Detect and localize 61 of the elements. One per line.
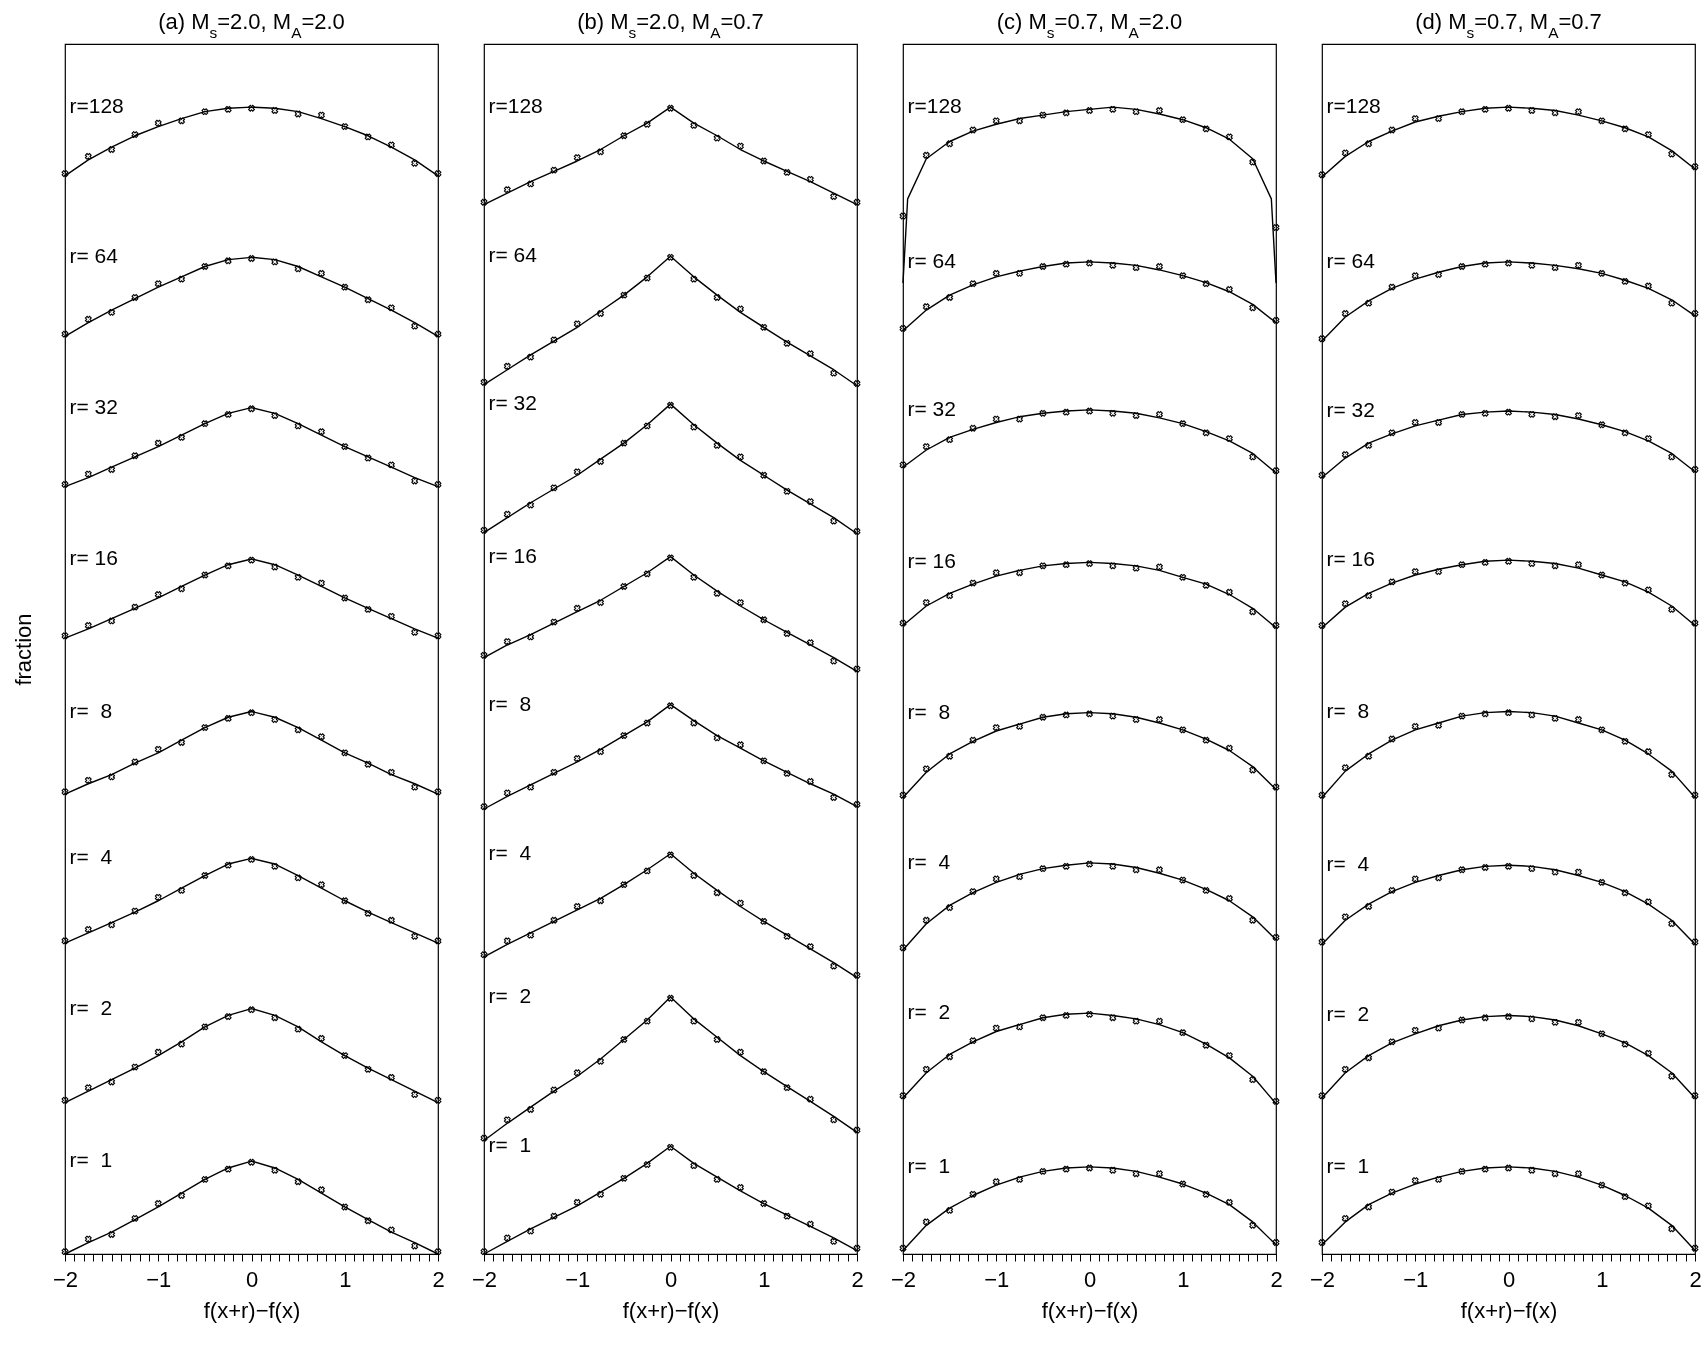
x-axis-title: f(x+r)−f(x) <box>1460 1297 1558 1323</box>
y-axis-title: fraction <box>10 613 36 686</box>
annotation: r= 2 <box>488 984 532 1008</box>
annotation: r= 8 <box>907 699 951 723</box>
annotation: r= 2 <box>1326 1002 1370 1026</box>
annotation: r= 32 <box>1326 398 1375 422</box>
x-tick-label: −1 <box>1403 1266 1429 1292</box>
x-tick-label: 0 <box>664 1266 678 1292</box>
x-tick-label: −2 <box>890 1266 917 1292</box>
x-tick-label: 1 <box>758 1266 771 1292</box>
annotation: r= 64 <box>1326 248 1376 272</box>
x-tick-label: 2 <box>432 1266 445 1292</box>
x-tick-label: 0 <box>245 1266 259 1292</box>
x-tick-label: 1 <box>339 1266 352 1292</box>
x-tick-label: −1 <box>984 1266 1010 1292</box>
x-tick-label: −2 <box>471 1266 498 1292</box>
annotation: r= 1 <box>907 1153 951 1177</box>
annotation: r= 32 <box>907 396 956 420</box>
annotation: r= 4 <box>488 840 532 864</box>
annotation: r= 64 <box>69 244 119 268</box>
annotation: r= 16 <box>488 543 537 567</box>
annotation: r= 1 <box>488 1133 532 1157</box>
annotation: r= 32 <box>69 394 118 418</box>
chart-title: (c) M$_{s}$=0.7, M$_{A}$=2.0 <box>996 9 1183 41</box>
annotation: r= 8 <box>69 698 113 722</box>
annotation: r= 4 <box>907 849 951 873</box>
annotation: r= 1 <box>69 1148 113 1172</box>
annotation: r=128 <box>69 94 124 118</box>
x-tick-label: −1 <box>565 1266 591 1292</box>
x-tick-label: 0 <box>1083 1266 1097 1292</box>
x-tick-label: −1 <box>146 1266 172 1292</box>
chart-title: (b) M$_{s}$=2.0, M$_{A}$=0.7 <box>577 9 764 41</box>
annotation: r=128 <box>488 94 543 118</box>
annotation: r= 8 <box>1326 698 1370 722</box>
annotation: r= 8 <box>488 691 532 715</box>
x-axis-title: f(x+r)−f(x) <box>203 1297 301 1323</box>
x-axis-title: f(x+r)−f(x) <box>622 1297 720 1323</box>
chart-title: (a) M$_{s}$=2.0, M$_{A}$=2.0 <box>158 9 345 41</box>
annotation: r=128 <box>907 94 962 118</box>
annotation: r= 4 <box>69 845 113 869</box>
x-tick-label: 1 <box>1177 1266 1190 1292</box>
annotation: r= 16 <box>1326 547 1375 571</box>
annotation: r= 2 <box>69 995 113 1019</box>
x-tick-label: 2 <box>1270 1266 1283 1292</box>
x-tick-label: 2 <box>851 1266 864 1292</box>
x-tick-label: −2 <box>1309 1266 1336 1292</box>
chart-title: (d) M$_{s}$=0.7, M$_{A}$=0.7 <box>1415 9 1602 41</box>
x-tick-label: 2 <box>1689 1266 1702 1292</box>
annotation: r= 64 <box>907 248 957 272</box>
x-tick-label: −2 <box>52 1266 79 1292</box>
annotation: r= 4 <box>1326 852 1370 876</box>
x-axis-title: f(x+r)−f(x) <box>1041 1297 1139 1323</box>
annotation: r=128 <box>1326 94 1381 118</box>
annotation: r= 2 <box>907 1000 951 1024</box>
x-tick-label: 1 <box>1596 1266 1609 1292</box>
annotation: r= 1 <box>1326 1153 1370 1177</box>
x-tick-label: 0 <box>1502 1266 1516 1292</box>
annotation: r= 16 <box>69 545 118 569</box>
annotation: r= 16 <box>907 549 956 573</box>
annotation: r= 64 <box>488 243 538 267</box>
annotation: r= 32 <box>488 391 537 415</box>
